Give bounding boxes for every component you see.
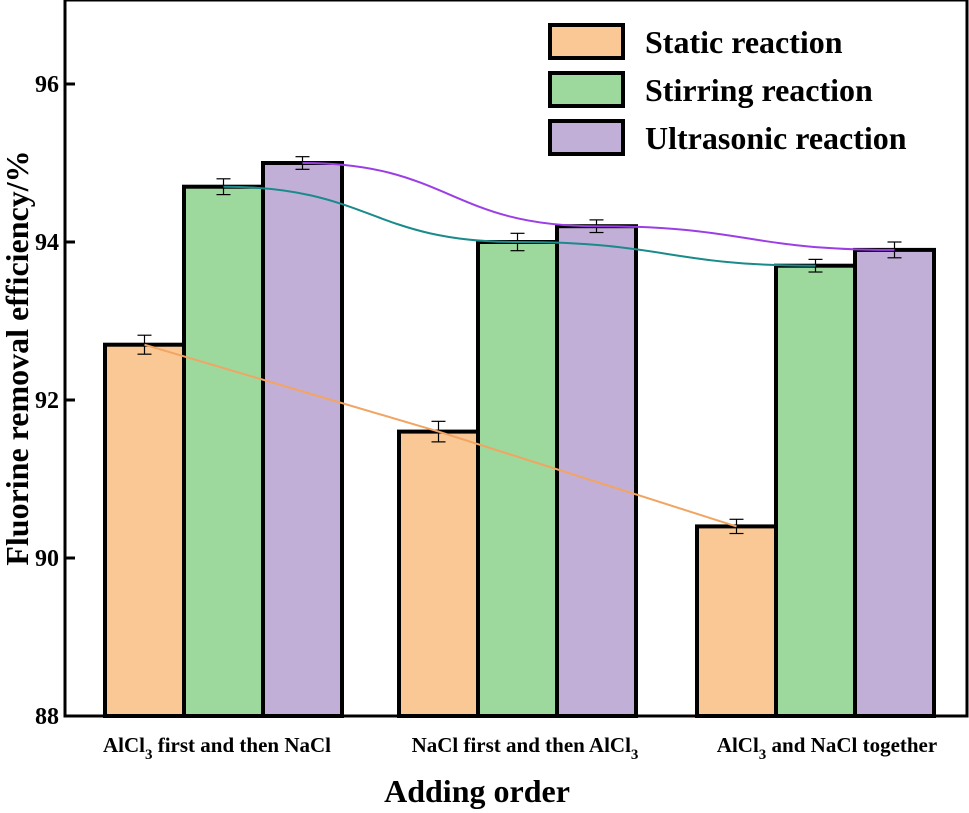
legend-swatch-2 [548,71,625,108]
plot-frame [63,0,969,718]
y-tick-label-5: 96 [35,72,59,98]
y-tick-label-1: 88 [35,704,59,730]
trend-line-1 [144,343,737,528]
bar-1-3 [695,524,778,719]
x-tick-label-2: NaCl first and then AlCl3 [412,733,639,763]
error-bars-layer [137,156,902,535]
y-axis: 88 90 92 94 96 [35,72,75,730]
y-tick-label-3: 92 [35,388,59,414]
legend-label-1: Static reaction [645,24,843,60]
legend-swatch-3 [548,119,625,156]
x-axis-title: Adding order [384,773,570,809]
bar-1-1 [103,342,186,718]
bar-3-1 [261,161,344,718]
legend-label-3: Ultrasonic reaction [645,120,907,156]
bar-2-1 [182,184,265,718]
legend: Static reaction Stirring reaction Ultrason… [548,23,907,156]
y-tick-label-2: 90 [35,546,59,572]
trend-line-2 [223,185,816,267]
bars-layer [103,161,936,719]
legend-swatch-1 [548,23,625,60]
bar-1-2 [397,429,480,718]
x-axis: AlCl3 first and then NaCl NaCl first and … [103,733,937,763]
bar-3-3 [853,247,936,718]
y-tick-label-4: 94 [35,230,59,256]
x-tick-label-1: AlCl3 first and then NaCl [103,733,331,763]
bar-2-3 [774,263,857,718]
legend-label-2: Stirring reaction [645,72,873,108]
trend-lines-layer [144,162,895,528]
bar-3-2 [555,224,638,718]
trend-line-3 [302,162,895,251]
x-tick-label-3: AlCl3 and NaCl together [717,733,937,763]
bar-2-2 [476,240,559,718]
y-axis-title: Fluorine removal efficiency/% [0,150,35,565]
